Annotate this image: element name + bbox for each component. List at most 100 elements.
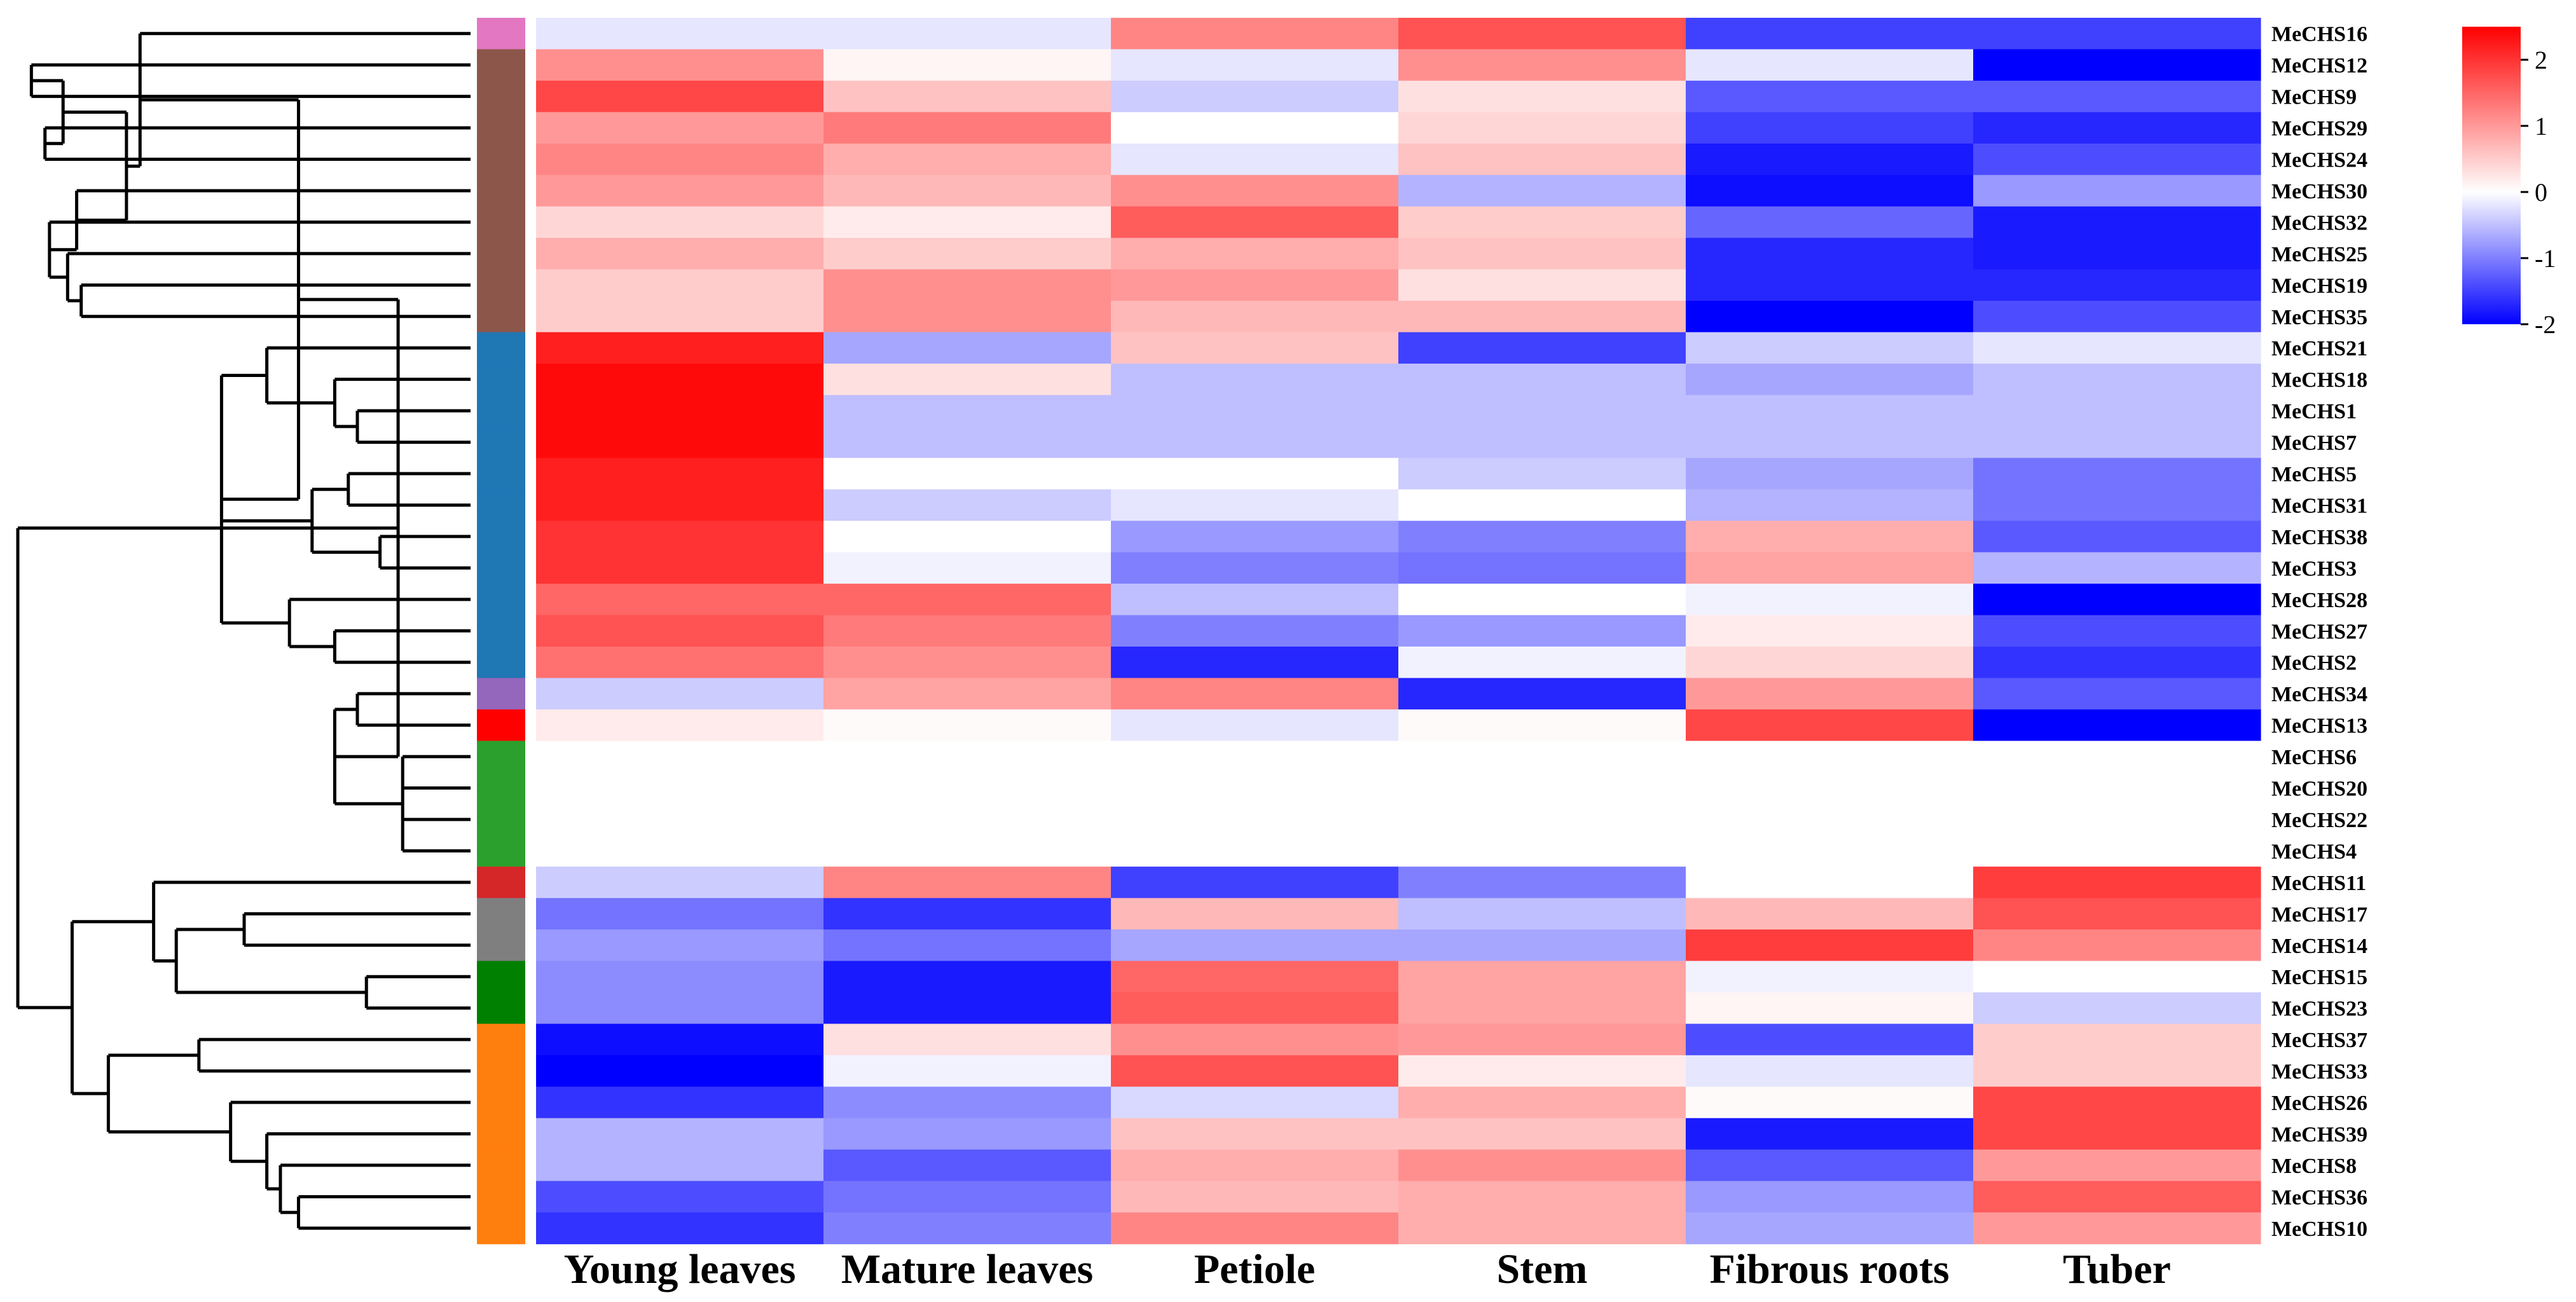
heat-cell-MeCHS7-3 [1111,426,1399,458]
heat-cell-MeCHS35-5 [1686,301,1974,333]
heat-cell-MeCHS12-4 [1398,49,1686,81]
heat-cell-MeCHS4-3 [1111,835,1399,867]
cluster-bar-segment [477,489,525,521]
heat-cell-MeCHS15-2 [823,961,1112,993]
row-label-MeCHS23: MeCHS23 [2271,997,2367,1021]
column-labels: Young leaves Mature leaves Petiole Stem Fibr… [564,1246,2171,1292]
heat-cell-MeCHS2-4 [1398,647,1686,679]
heat-cell-MeCHS9-5 [1686,80,1974,113]
heat-cell-MeCHS6-4 [1398,741,1686,773]
heat-cell-MeCHS1-4 [1398,395,1686,427]
row-label-MeCHS36: MeCHS36 [2271,1186,2367,1209]
heat-cell-MeCHS11-5 [1686,867,1974,899]
cluster-bar-segment [477,552,525,584]
heat-cell-MeCHS8-6 [1973,1149,2261,1182]
heat-cell-MeCHS17-3 [1111,898,1399,930]
cluster-bar-segment [477,929,525,962]
heat-cell-MeCHS9-4 [1398,80,1686,113]
heat-cell-MeCHS13-5 [1686,709,1974,741]
heat-cell-MeCHS25-5 [1686,238,1974,270]
heat-cell-MeCHS2-5 [1686,647,1974,679]
heat-cell-MeCHS14-2 [823,929,1112,962]
heat-cell-MeCHS33-5 [1686,1055,1974,1087]
heat-cell-MeCHS8-2 [823,1149,1112,1182]
column-label-1: Young leaves [564,1246,796,1292]
heat-cell-MeCHS19-2 [823,269,1112,301]
row-label-MeCHS14: MeCHS14 [2271,935,2367,958]
cluster-bar-segment [477,49,525,81]
heat-cell-MeCHS12-6 [1973,49,2261,81]
heat-cell-MeCHS31-4 [1398,489,1686,521]
heat-cell-MeCHS31-3 [1111,489,1399,521]
heat-cell-MeCHS5-1 [536,458,824,490]
heat-cell-MeCHS38-1 [536,521,824,553]
heat-cell-MeCHS5-3 [1111,458,1399,490]
heat-cell-MeCHS5-6 [1973,458,2261,490]
heat-cell-MeCHS14-6 [1973,929,2261,962]
row-label-MeCHS12: MeCHS12 [2271,54,2367,78]
row-label-MeCHS32: MeCHS32 [2271,211,2367,235]
heat-cell-MeCHS4-2 [823,835,1112,867]
heat-cell-MeCHS34-6 [1973,678,2261,710]
heat-cell-MeCHS24-2 [823,143,1112,175]
heat-cell-MeCHS22-4 [1398,804,1686,836]
row-label-MeCHS24: MeCHS24 [2271,149,2367,172]
heat-cell-MeCHS19-4 [1398,269,1686,301]
heat-cell-MeCHS3-5 [1686,552,1974,584]
heat-cell-MeCHS35-1 [536,301,824,333]
heat-cell-MeCHS4-4 [1398,835,1686,867]
cluster-bar-segment [477,615,525,647]
heat-cell-MeCHS30-4 [1398,175,1686,207]
heat-cell-MeCHS21-2 [823,332,1112,364]
cluster-bar-segment [477,332,525,364]
heat-cell-MeCHS1-5 [1686,395,1974,427]
row-label-MeCHS8: MeCHS8 [2271,1155,2357,1178]
heat-cell-MeCHS36-2 [823,1181,1112,1213]
heat-cell-MeCHS38-4 [1398,521,1686,553]
heat-cell-MeCHS10-2 [823,1212,1112,1245]
heat-cell-MeCHS30-6 [1973,175,2261,207]
cluster-bar-segment [477,678,525,710]
heat-cell-MeCHS14-4 [1398,929,1686,962]
cluster-bar-segment [477,175,525,207]
heat-cell-MeCHS7-5 [1686,426,1974,458]
heat-cell-MeCHS13-6 [1973,709,2261,741]
cluster-bar-segment [477,1118,525,1150]
heat-cell-MeCHS19-1 [536,269,824,301]
heat-cell-MeCHS34-1 [536,678,824,710]
row-label-MeCHS6: MeCHS6 [2271,746,2357,769]
heat-cell-MeCHS3-4 [1398,552,1686,584]
heat-cell-MeCHS15-4 [1398,961,1686,993]
row-labels: MeCHS16 MeCHS12 MeCHS9 MeCHS29 MeCHS24 MeCHS3… [2271,23,2367,1241]
heat-cell-MeCHS22-5 [1686,804,1974,836]
heat-cell-MeCHS9-1 [536,80,824,113]
row-label-MeCHS15: MeCHS15 [2271,966,2367,989]
heat-cell-MeCHS37-2 [823,1024,1112,1056]
cluster-bar-segment [477,898,525,930]
heat-cell-MeCHS28-5 [1686,584,1974,616]
heat-cell-MeCHS38-2 [823,521,1112,553]
color-scale-ticks: 2 1 0 -1 -2 [2521,46,2556,339]
heat-cell-MeCHS10-6 [1973,1212,2261,1245]
row-label-MeCHS3: MeCHS3 [2271,557,2357,580]
heat-cell-MeCHS35-6 [1973,301,2261,333]
heat-cell-MeCHS20-1 [536,772,824,804]
heat-cell-MeCHS22-1 [536,804,824,836]
color-scale-bar [2462,27,2521,324]
heat-cell-MeCHS28-3 [1111,584,1399,616]
column-label-5: Fibrous roots [1709,1246,1949,1292]
heat-cell-MeCHS37-1 [536,1024,824,1056]
heat-cell-MeCHS25-4 [1398,238,1686,270]
cluster-bar-segment [477,647,525,679]
heat-cell-MeCHS39-6 [1973,1118,2261,1150]
column-label-3: Petiole [1194,1246,1316,1292]
cluster-bar-segment [477,1055,525,1087]
cluster-bar-segment [477,395,525,427]
legend-tick-label: -2 [2535,310,2556,339]
row-label-MeCHS33: MeCHS33 [2271,1060,2367,1084]
heat-cell-MeCHS34-3 [1111,678,1399,710]
cluster-bar-segment [477,709,525,741]
heat-cell-MeCHS17-6 [1973,898,2261,930]
heat-cell-MeCHS35-3 [1111,301,1399,333]
heat-cell-MeCHS7-4 [1398,426,1686,458]
